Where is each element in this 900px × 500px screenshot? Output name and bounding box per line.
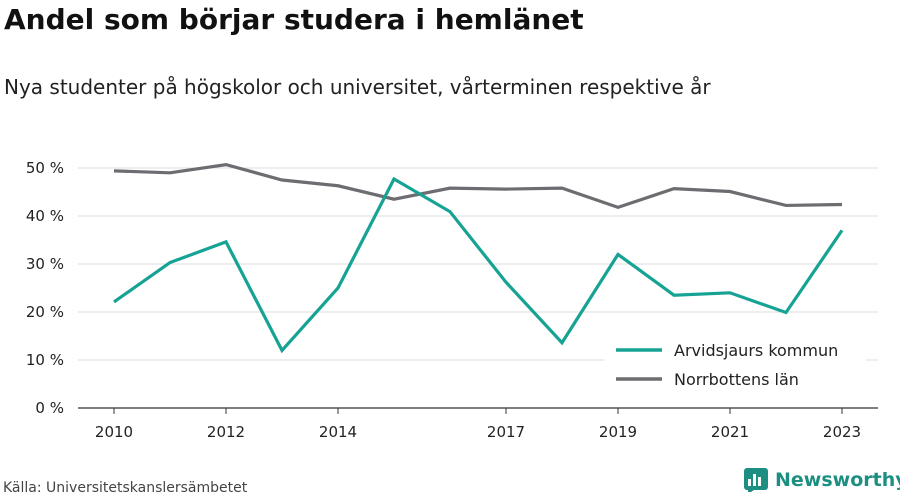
chart-subtitle: Nya studenter på högskolor och universit…	[4, 75, 711, 99]
series-line-arvidsjaurs-kommun	[113, 176, 844, 354]
x-tick-label: 2021	[711, 423, 749, 441]
chart-title: Andel som börjar studera i hemlänet	[4, 3, 584, 36]
x-tick-label: 2014	[319, 423, 357, 441]
y-tick-label: 30 %	[26, 255, 64, 273]
legend-label: Arvidsjaurs kommun	[674, 341, 838, 360]
y-tick-label: 10 %	[26, 351, 64, 369]
x-tick-label: 2023	[823, 423, 861, 441]
x-tick-label: 2012	[207, 423, 245, 441]
legend-background	[604, 334, 866, 394]
y-tick-label: 50 %	[26, 159, 64, 177]
x-tick-label: 2010	[95, 423, 133, 441]
x-tick-label: 2019	[599, 423, 637, 441]
x-tick-label: 2017	[487, 423, 525, 441]
brand-logo: Newsworthy	[744, 468, 900, 492]
y-tick-label: 0 %	[35, 399, 64, 417]
newsworthy-logo-icon	[744, 468, 768, 492]
brand-name: Newsworthy	[775, 469, 900, 491]
line-chart: 0 % 10 % 20 % 30 % 40 % 50 % 2010 2012 2014 2017 2…	[26, 159, 878, 441]
series-line-norrbottens-län	[113, 163, 843, 210]
source-note: Källa: Universitetskanslersämbetet	[3, 480, 248, 496]
legend-label: Norrbottens län	[674, 370, 799, 389]
y-tick-label: 20 %	[26, 303, 64, 321]
y-tick-label: 40 %	[26, 207, 64, 225]
